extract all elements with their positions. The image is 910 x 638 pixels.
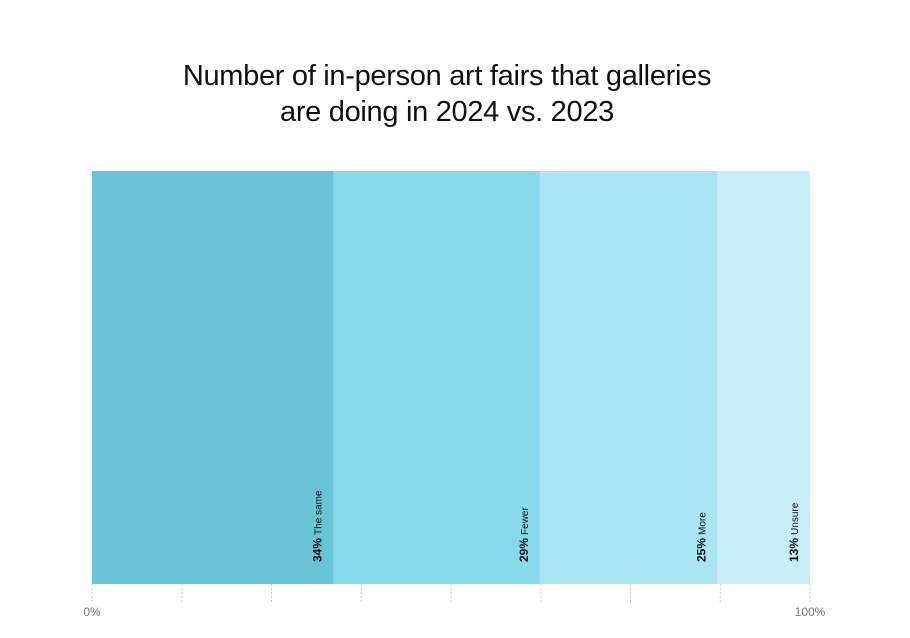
segment-value-unsure: 13% [787,538,801,562]
chart-title-line-1: Number of in-person art fairs that galle… [182,60,712,92]
x-tick-label-start: 0% [83,605,101,619]
segment-value-more: 25% [695,538,709,562]
segment-category-the-same: The same [314,490,325,535]
bar-segment-the-same [92,171,334,584]
segment-value-fewer: 29% [517,538,531,562]
chart-title-line-2: are doing in 2024 vs. 2023 [279,96,614,128]
segment-category-unsure: Unsure [790,502,801,535]
segment-label-fewer: 29% Fewer [517,507,531,562]
bar-segment-unsure [717,171,810,584]
segment-category-more: More [698,512,709,535]
segment-category-fewer: Fewer [520,507,531,535]
segment-labels: 34% The same 29% Fewer 25% More 13% Unsure [311,490,801,562]
segment-label-more: 25% More [695,512,709,562]
segment-label-the-same: 34% The same [311,490,325,562]
x-axis: 0% 100% [83,584,826,619]
segment-value-the-same: 34% [311,538,325,562]
segment-label-unsure: 13% Unsure [787,502,801,562]
x-tick-label-end: 100% [795,605,826,619]
bar-segments [92,171,810,584]
bar-segment-more [539,171,718,584]
chart-title: Number of in-person art fairs that galle… [0,58,894,130]
bar-segment-fewer [333,171,540,584]
